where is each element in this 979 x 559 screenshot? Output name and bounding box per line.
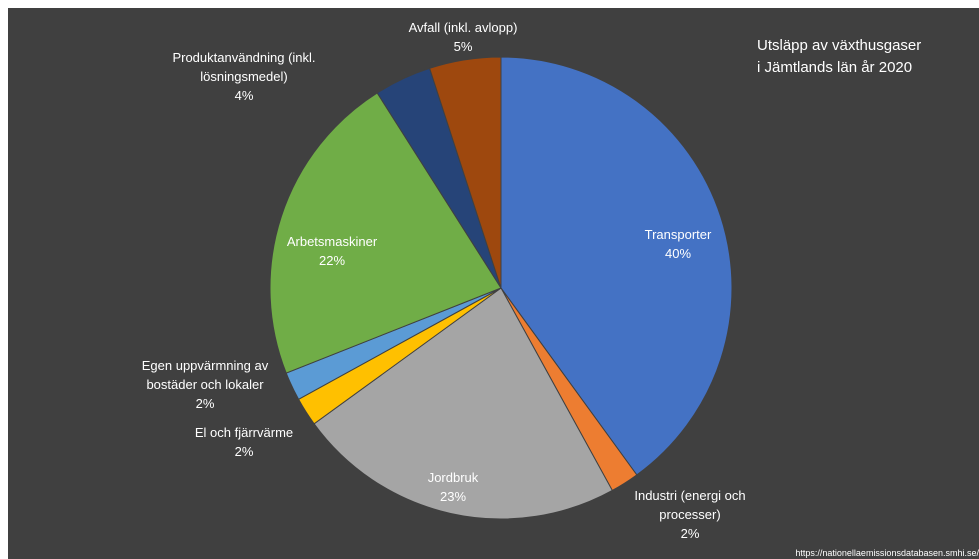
- value-label: 4%: [235, 88, 254, 103]
- category-label: Arbetsmaskiner: [287, 234, 378, 249]
- label-avfall-inkl-avlopp: Avfall (inkl. avlopp) 5%: [409, 20, 518, 54]
- chart-title: Utsläpp av växthusgaser i Jämtlands län …: [757, 37, 925, 76]
- category-label: Transporter: [645, 227, 712, 242]
- chart-title-line-2: i Jämtlands län år 2020: [757, 59, 912, 76]
- label-industri-energi-och: Industri (energi och processer) 2%: [634, 488, 745, 541]
- category-label: Egen uppvärmning av: [142, 358, 269, 373]
- label-arbetsmaskiner: Arbetsmaskiner 22%: [287, 234, 378, 268]
- value-label: 23%: [440, 489, 466, 504]
- slice-jordbruk: [313, 287, 613, 520]
- value-label: 40%: [665, 246, 691, 261]
- category-label: El och fjärrvärme: [195, 425, 293, 440]
- value-label: 2%: [681, 526, 700, 541]
- label-jordbruk: Jordbruk 23%: [428, 470, 479, 504]
- slice-arbetsmaskiner: [269, 92, 502, 374]
- label-egen-uppvarmning-av: Egen uppvärmning av bostäder och lokaler 2…: [142, 358, 269, 411]
- label-transporter: Transporter 40%: [645, 227, 712, 261]
- value-label: 5%: [454, 39, 473, 54]
- source-url: https://nationellaemissionsdatabasen.smh…: [795, 548, 979, 558]
- category-label: lösningsmedel): [200, 69, 287, 84]
- label-produktanvandning-inkl: Produktanvändning (inkl. lösningsmedel) 4%: [172, 50, 315, 103]
- pie-labels: Transporter 40% Industri (energi och proces…: [142, 20, 746, 541]
- pie-slices: [269, 56, 733, 520]
- category-label: Jordbruk: [428, 470, 479, 485]
- value-label: 2%: [235, 444, 254, 459]
- slice-avfall-inkl-avlopp: [428, 56, 502, 289]
- category-label: Avfall (inkl. avlopp): [409, 20, 518, 35]
- category-label: bostäder och lokaler: [146, 377, 264, 392]
- value-label: 2%: [196, 396, 215, 411]
- chart-title-line-1: Utsläpp av växthusgaser: [757, 37, 921, 54]
- value-label: 22%: [319, 253, 345, 268]
- slice-transporter: [500, 56, 733, 476]
- label-el-och-fjarrvarme: El och fjärrvärme 2%: [195, 425, 293, 459]
- category-label: processer): [659, 507, 720, 522]
- category-label: Produktanvändning (inkl.: [172, 50, 315, 65]
- category-label: Industri (energi och: [634, 488, 745, 503]
